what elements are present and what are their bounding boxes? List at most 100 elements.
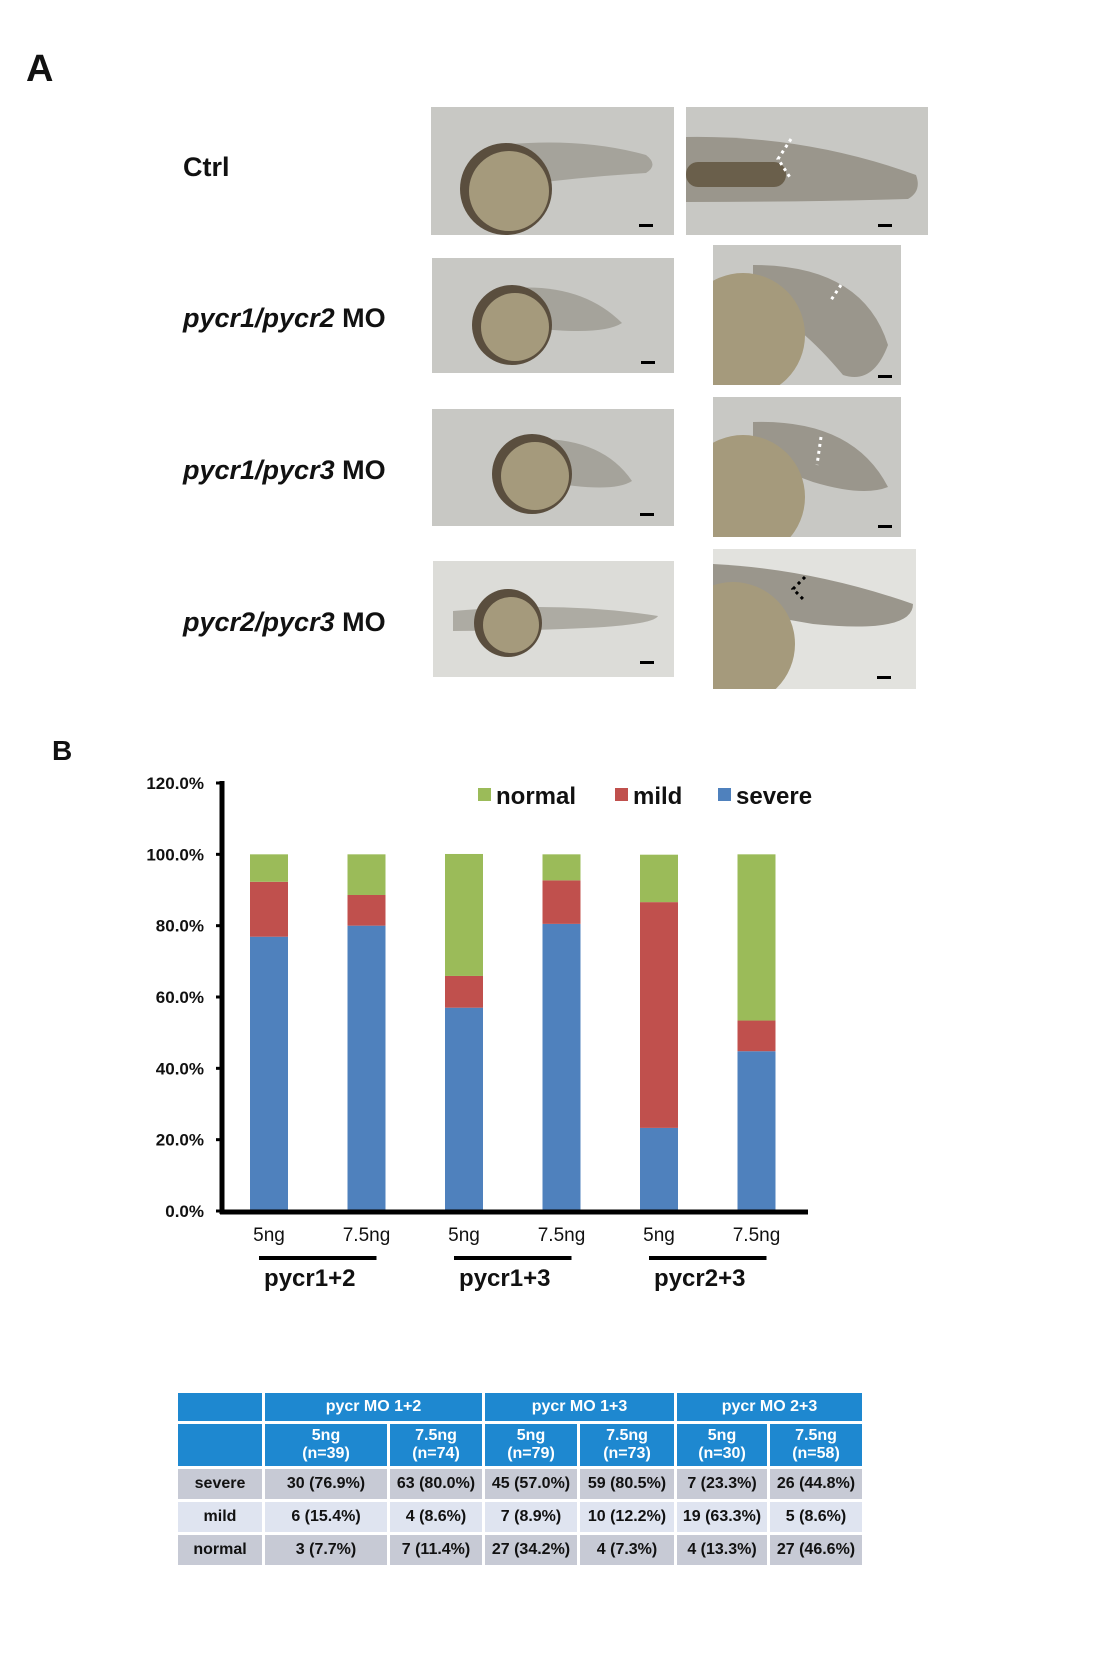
n-label: (n=39) — [302, 1445, 350, 1462]
group-label: pycr2+3 — [654, 1265, 745, 1292]
table-cell: 6 (15.4%) — [265, 1502, 387, 1532]
bar-severe — [542, 923, 581, 1211]
table-cell: 4 (7.3%) — [580, 1535, 674, 1565]
n-label: (n=79) — [507, 1445, 555, 1462]
legend-label-mild: mild — [633, 783, 682, 810]
legend-swatch-severe — [718, 788, 731, 801]
embryo-image-pycr2-pycr3-whole — [433, 561, 674, 677]
row-label-italic: pycr1/pycr2 — [183, 303, 335, 333]
table-row-mild: mild 6 (15.4%) 4 (8.6%) 7 (8.9%) 10 (12.… — [178, 1502, 862, 1532]
embryo-image-ctrl-zoom — [686, 107, 928, 235]
table-cell: 5 (8.6%) — [770, 1502, 862, 1532]
table-group-header: pycr MO 2+3 — [677, 1393, 862, 1421]
table-row-normal: normal 3 (7.7%) 7 (11.4%) 27 (34.2%) 4 (… — [178, 1535, 862, 1565]
table-cell: 7 (11.4%) — [390, 1535, 482, 1565]
group-label: pycr1+2 — [264, 1265, 355, 1292]
panel-a-letter: A — [26, 48, 54, 90]
embryo-image-ctrl-whole — [431, 107, 674, 235]
table-cell: 3 (7.7%) — [265, 1535, 387, 1565]
table-cell: 4 (8.6%) — [390, 1502, 482, 1532]
group-label: pycr1+3 — [459, 1265, 550, 1292]
y-tick-label: 120.0% — [146, 774, 204, 793]
row-label-plain: MO — [334, 455, 386, 485]
dose-label: 5ng — [707, 1427, 737, 1444]
dose-label: 5ng — [516, 1427, 546, 1444]
bar-mild — [737, 1020, 776, 1052]
table-row-label: mild — [178, 1502, 262, 1532]
table-subheader: 5ng (n=30) — [677, 1424, 767, 1466]
x-tick-label: 5ng — [448, 1225, 480, 1246]
y-tick-label: 40.0% — [156, 1059, 204, 1078]
table-group-header: pycr MO 1+2 — [265, 1393, 482, 1421]
y-tick-label: 20.0% — [156, 1131, 204, 1150]
dose-label: 5ng — [311, 1427, 341, 1444]
bar-normal — [640, 854, 678, 903]
bar-severe — [250, 936, 288, 1211]
x-tick-label: 7.5ng — [733, 1225, 781, 1246]
n-label: (n=58) — [792, 1445, 840, 1462]
table-corner-cell — [178, 1393, 262, 1421]
bar-mild — [445, 975, 483, 1008]
bar-mild — [250, 881, 288, 937]
table-subheader: 7.5ng (n=74) — [390, 1424, 482, 1466]
row-label-italic: pycr2/pycr3 — [183, 607, 335, 637]
table-group-header: pycr MO 1+3 — [485, 1393, 674, 1421]
embryo-image-pycr1-pycr3-whole — [432, 409, 674, 526]
legend-label-severe: severe — [736, 783, 812, 810]
row-label-pycr1-pycr2: pycr1/pycr2 MO — [183, 303, 386, 334]
table-subheader: 5ng (n=39) — [265, 1424, 387, 1466]
table-corner-cell — [178, 1424, 262, 1466]
table-row-label: severe — [178, 1469, 262, 1499]
bar-severe — [445, 1007, 483, 1211]
table-cell: 7 (23.3%) — [677, 1469, 767, 1499]
counts-table: pycr MO 1+2 pycr MO 1+3 pycr MO 2+3 5ng(… — [175, 1390, 865, 1568]
row-label-italic: pycr1/pycr3 — [183, 455, 335, 485]
bar-mild — [640, 902, 678, 1128]
table-cell: 26 (44.8%) — [770, 1469, 862, 1499]
row-label-pycr2-pycr3: pycr2/pycr3 MO — [183, 607, 386, 638]
legend-swatch-mild — [615, 788, 628, 801]
table-cell: 10 (12.2%) — [580, 1502, 674, 1532]
table-subheader: 7.5ng (n=73) — [580, 1424, 674, 1466]
embryo-image-pycr1-pycr3-zoom — [713, 397, 901, 537]
table-row-severe: severe 30 (76.9%) 63 (80.0%) 45 (57.0%) … — [178, 1469, 862, 1499]
stacked-bar-chart: 5ng 7.5ng 5ng 7.5ng 5ng 7.5ng 0.0% 20.0% 40.0% 60… — [146, 774, 812, 1292]
table-cell: 30 (76.9%) — [265, 1469, 387, 1499]
embryo-image-pycr1-pycr2-whole — [432, 258, 674, 373]
x-tick-label: 5ng — [643, 1225, 675, 1246]
y-tick-label: 0.0% — [165, 1202, 204, 1221]
row-label-plain: Ctrl — [183, 152, 230, 182]
bar-normal — [737, 854, 776, 1021]
table-cell: 27 (34.2%) — [485, 1535, 577, 1565]
dose-label: 7.5ng — [415, 1427, 457, 1444]
n-label: (n=30) — [698, 1445, 746, 1462]
bar-mild — [347, 894, 386, 926]
bar-normal — [542, 854, 581, 881]
embryo-image-pycr2-pycr3-zoom — [713, 549, 916, 689]
table-cell: 59 (80.5%) — [580, 1469, 674, 1499]
bar-severe — [347, 925, 386, 1211]
table-cell: 7 (8.9%) — [485, 1502, 577, 1532]
table-cell: 27 (46.6%) — [770, 1535, 862, 1565]
y-tick-label: 80.0% — [156, 917, 204, 936]
row-label-plain: MO — [334, 607, 386, 637]
dose-label: 7.5ng — [606, 1427, 648, 1444]
bar-normal — [347, 854, 386, 895]
panel-b-letter: B — [52, 735, 73, 766]
dose-label: 7.5ng — [795, 1427, 837, 1444]
table-subheader: 5ng (n=79) — [485, 1424, 577, 1466]
row-label-plain: MO — [334, 303, 386, 333]
bar-mild — [542, 880, 581, 924]
legend-label-normal: normal — [496, 783, 576, 810]
y-tick-label: 60.0% — [156, 988, 204, 1007]
x-tick-label: 7.5ng — [538, 1225, 586, 1246]
bar-normal — [250, 854, 288, 882]
bar-severe — [737, 1051, 776, 1211]
table-cell: 19 (63.3%) — [677, 1502, 767, 1532]
bar-severe — [640, 1127, 678, 1211]
row-label-ctrl: Ctrl — [183, 152, 230, 183]
table-cell: 63 (80.0%) — [390, 1469, 482, 1499]
x-tick-label: 5ng — [253, 1225, 285, 1246]
table-row-label: normal — [178, 1535, 262, 1565]
row-label-pycr1-pycr3: pycr1/pycr3 MO — [183, 455, 386, 486]
